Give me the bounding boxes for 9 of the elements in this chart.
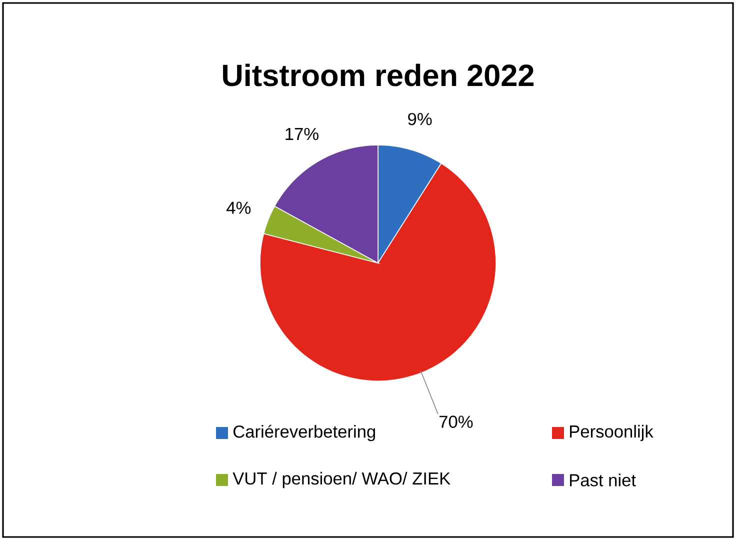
data-label: 4% (226, 202, 251, 214)
data-label: 17% (286, 128, 318, 140)
data-label: 9% (408, 112, 432, 126)
legend-label: Cariéreverbetering (233, 424, 376, 442)
legend-label: VUT / pensioen/ WAO/ ZIEK (232, 472, 450, 488)
legend-label: Persoonlijk (570, 424, 654, 442)
chart-title: Uitstroom reden 2022 (223, 64, 534, 86)
data-label: 70% (439, 416, 473, 428)
legend-label: Past niet (570, 474, 636, 486)
